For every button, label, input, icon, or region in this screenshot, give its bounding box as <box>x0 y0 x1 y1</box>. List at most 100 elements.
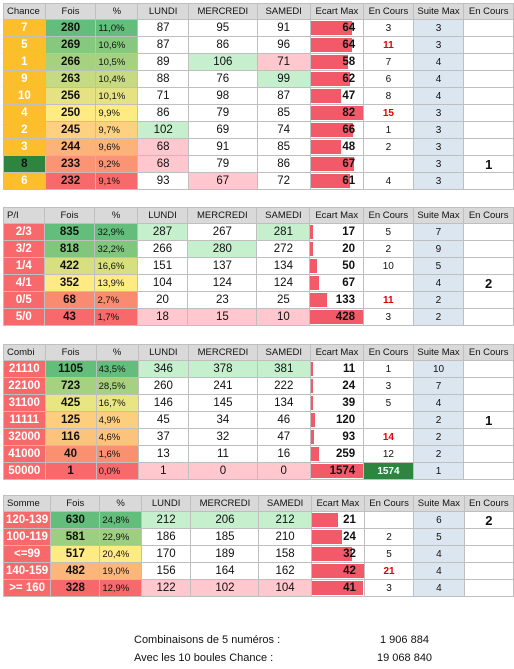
ecart-max-cell: 133 <box>309 291 364 309</box>
suite-en-cours-cell <box>463 36 514 54</box>
header-mercredi: MERCREDI <box>187 207 258 224</box>
fois-cell: 482 <box>50 562 101 580</box>
ecart-value: 20 <box>342 243 355 255</box>
pi-key: 0/5 <box>3 291 45 309</box>
chance-row: 4 250 9,9% 86 79 85 82 15 3 <box>3 104 514 122</box>
ecart-max-cell: 259 <box>309 445 365 463</box>
header-pct: % <box>95 344 139 361</box>
pct-cell: 9,2% <box>95 155 139 173</box>
somme-header-row: Somme Fois % LUNDI MERCREDI SAMEDI Ecart… <box>2 495 514 512</box>
header-combi: Combi <box>3 344 46 361</box>
header-en-cours: En Cours <box>363 495 415 512</box>
suite-en-cours-cell <box>463 70 514 88</box>
suite-max-cell: 7 <box>412 377 465 395</box>
header-ecart-max: Ecart Max <box>309 3 365 20</box>
en-cours-cell: 14 <box>363 428 414 446</box>
header-pi: P/I <box>3 207 45 224</box>
combi-key: 41000 <box>3 445 46 463</box>
fois-cell: 68 <box>43 291 96 309</box>
chance-key: 2 <box>3 121 46 139</box>
pct-cell: 1,7% <box>94 308 138 326</box>
chance-combos-value: 19 068 840 <box>377 652 433 664</box>
pct-cell: 2,7% <box>94 291 138 309</box>
lundi-cell: 87 <box>137 19 189 37</box>
fois-cell: 328 <box>50 579 101 597</box>
mercredi-cell: 32 <box>188 428 258 446</box>
samedi-cell: 222 <box>256 377 311 395</box>
suite-en-cours-cell: 2 <box>463 511 514 529</box>
mercredi-cell: 164 <box>190 562 260 580</box>
samedi-cell: 162 <box>258 562 312 580</box>
ecart-value: 17 <box>342 226 355 238</box>
chance-row: 9 263 10,4% 88 76 99 62 6 4 <box>3 70 514 88</box>
lundi-cell: 68 <box>137 155 189 173</box>
ecart-bar <box>311 106 363 120</box>
suite-max-cell: 3 <box>412 121 465 139</box>
mercredi-cell: 206 <box>190 511 260 529</box>
mercredi-cell: 0 <box>188 462 258 480</box>
fois-cell: 43 <box>43 308 96 326</box>
samedi-cell: 96 <box>256 36 311 54</box>
suite-max-cell: 7 <box>412 223 465 241</box>
ecart-bar <box>311 72 351 86</box>
ecart-value: 67 <box>342 277 355 289</box>
lundi-cell: 266 <box>136 240 189 258</box>
en-cours-cell: 5 <box>362 223 414 241</box>
samedi-cell: 272 <box>256 240 311 258</box>
mercredi-cell: 69 <box>187 121 258 139</box>
en-cours-cell: 12 <box>363 445 414 463</box>
ecart-bar <box>311 21 352 35</box>
combos-value: 1 906 884 <box>380 634 429 646</box>
header-en-cours: En Cours <box>363 344 414 361</box>
ecart-max-cell: 11 <box>309 360 365 378</box>
samedi-cell: 99 <box>256 70 311 88</box>
suite-max-cell: 2 <box>412 308 465 326</box>
somme-key: 100-119 <box>2 528 52 546</box>
pi-key: 3/2 <box>3 240 45 258</box>
chance-key: 10 <box>3 87 46 105</box>
ecart-bar <box>311 55 348 69</box>
ecart-bar <box>310 225 313 239</box>
suite-max-cell: 2 <box>412 428 465 446</box>
suite-max-cell: 9 <box>412 240 465 258</box>
ecart-value: 428 <box>335 311 355 323</box>
pct-cell: 9,1% <box>95 172 139 190</box>
pi-key: 5/0 <box>3 308 45 326</box>
pct-cell: 16,6% <box>94 257 138 275</box>
en-cours-cell: 5 <box>363 545 415 563</box>
pct-cell: 43,5% <box>95 360 139 378</box>
suite-en-cours-cell <box>463 121 514 139</box>
combi-key: 32000 <box>3 428 46 446</box>
fois-cell: 581 <box>50 528 101 546</box>
mercredi-cell: 76 <box>187 70 258 88</box>
en-cours-cell: 2 <box>363 528 415 546</box>
header-lundi: LUNDI <box>136 207 189 224</box>
fois-cell: 280 <box>44 19 97 37</box>
pct-cell: 19,0% <box>99 562 142 580</box>
fois-cell: 818 <box>43 240 96 258</box>
ecart-bar <box>311 174 350 188</box>
pi-row: 2/3 835 32,9% 287 267 281 17 5 7 <box>3 223 514 241</box>
samedi-cell: 47 <box>256 428 311 446</box>
ecart-max-cell: 39 <box>309 394 365 412</box>
mercredi-cell: 124 <box>187 274 258 292</box>
en-cours-cell: 3 <box>362 308 414 326</box>
somme-key: 120-139 <box>2 511 52 529</box>
en-cours-cell: 10 <box>362 257 414 275</box>
en-cours-cell: 3 <box>363 19 414 37</box>
suite-max-cell: 4 <box>412 53 465 71</box>
lundi-cell: 186 <box>140 528 192 546</box>
suite-en-cours-cell <box>463 19 514 37</box>
combi-row: 50000 1 0,0% 1 0 0 1574 1574 1 <box>3 462 514 480</box>
ecart-bar <box>311 379 313 393</box>
fois-cell: 723 <box>44 377 97 395</box>
chance-body: 7 280 11,0% 87 95 91 64 3 3 5 269 10,6% 87 86 96 64 11 3 1… <box>3 19 514 190</box>
suite-en-cours-cell: 2 <box>463 274 514 292</box>
suite-en-cours-cell <box>463 528 514 546</box>
suite-max-cell: 4 <box>413 579 465 597</box>
suite-en-cours-cell <box>463 377 514 395</box>
header-ecart-max: Ecart Max <box>309 344 365 361</box>
header-suite-max: Suite Max <box>413 495 465 512</box>
somme-key: >= 160 <box>2 579 52 597</box>
mercredi-cell: 15 <box>187 308 258 326</box>
